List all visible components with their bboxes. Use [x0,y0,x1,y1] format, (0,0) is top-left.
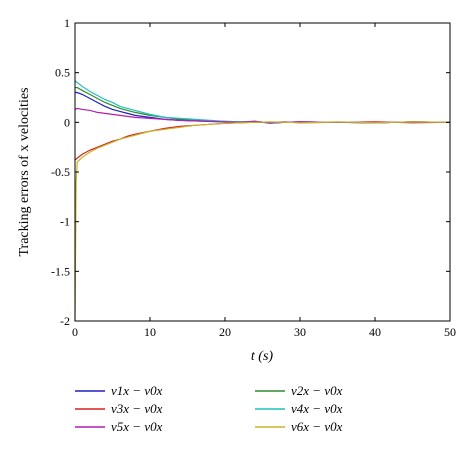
y-tick-label: -2 [60,314,70,328]
x-tick-label: 0 [72,325,78,339]
y-tick-label: -0.5 [51,165,70,179]
y-tick-label: 0 [64,115,70,129]
y-tick-label: 1 [64,16,70,30]
series-line-1 [75,91,451,124]
plot-frame [74,22,451,322]
series-line-6 [74,121,451,322]
x-tick-label: 50 [444,325,456,339]
y-axis-ticks: 1 0.5 0 -0.5 -1 -1.5 -2 [51,16,450,328]
plot-lines [74,80,451,322]
x-axis-ticks: 0 10 20 30 40 50 [72,23,456,339]
legend-label-1: v1x − v0x [111,383,163,398]
series-line-5 [74,107,451,124]
legend-label-4: v4x − v0x [291,401,343,416]
x-tick-label: 10 [144,325,156,339]
y-tick-label: -1 [60,215,70,229]
y-axis-label: Tracking errors of x velocities [17,88,32,257]
legend-label-3: v3x − v0x [111,401,163,416]
y-tick-label: 0.5 [55,66,70,80]
x-tick-label: 20 [219,325,231,339]
series-line-3 [74,121,451,161]
legend-label-5: v5x − v0x [111,419,163,434]
legend-label-2: v2x − v0x [291,383,343,398]
legend-label-6: v6x − v0x [291,419,343,434]
legend: v1x − v0x v3x − v0x v5x − v0x v2x − v0x v4x … [75,383,343,434]
y-tick-label: -1.5 [51,264,70,278]
x-tick-label: 40 [369,325,381,339]
x-tick-label: 30 [294,325,306,339]
x-axis-label: t (s) [251,349,274,364]
series-line-2 [75,86,451,124]
